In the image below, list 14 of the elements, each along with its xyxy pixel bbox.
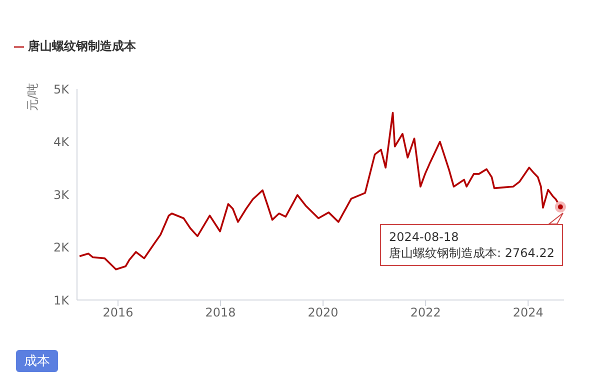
y-tick-label: 1K [53,293,70,308]
y-tick-label: 5K [53,82,70,96]
x-tick-label: 2016 [102,306,134,320]
y-axis-title: 元/吨 [26,82,40,111]
x-tick-label: 2020 [308,306,338,320]
legend-label: 唐山螺纹钢制造成本 [28,39,136,53]
y-tick-label: 4K [53,135,70,150]
y-tick-label: 2K [53,240,70,255]
annotation: 2024-08-18 唐山螺纹钢制造成本: 2764.22 [380,224,564,266]
tab-button: 成本 [16,350,58,372]
x-tick-label: 2024 [512,306,544,320]
x-tick-label: 2018 [205,306,236,320]
x-tick-label: 2022 [410,306,441,320]
y-tick-label: 3K [53,188,70,202]
